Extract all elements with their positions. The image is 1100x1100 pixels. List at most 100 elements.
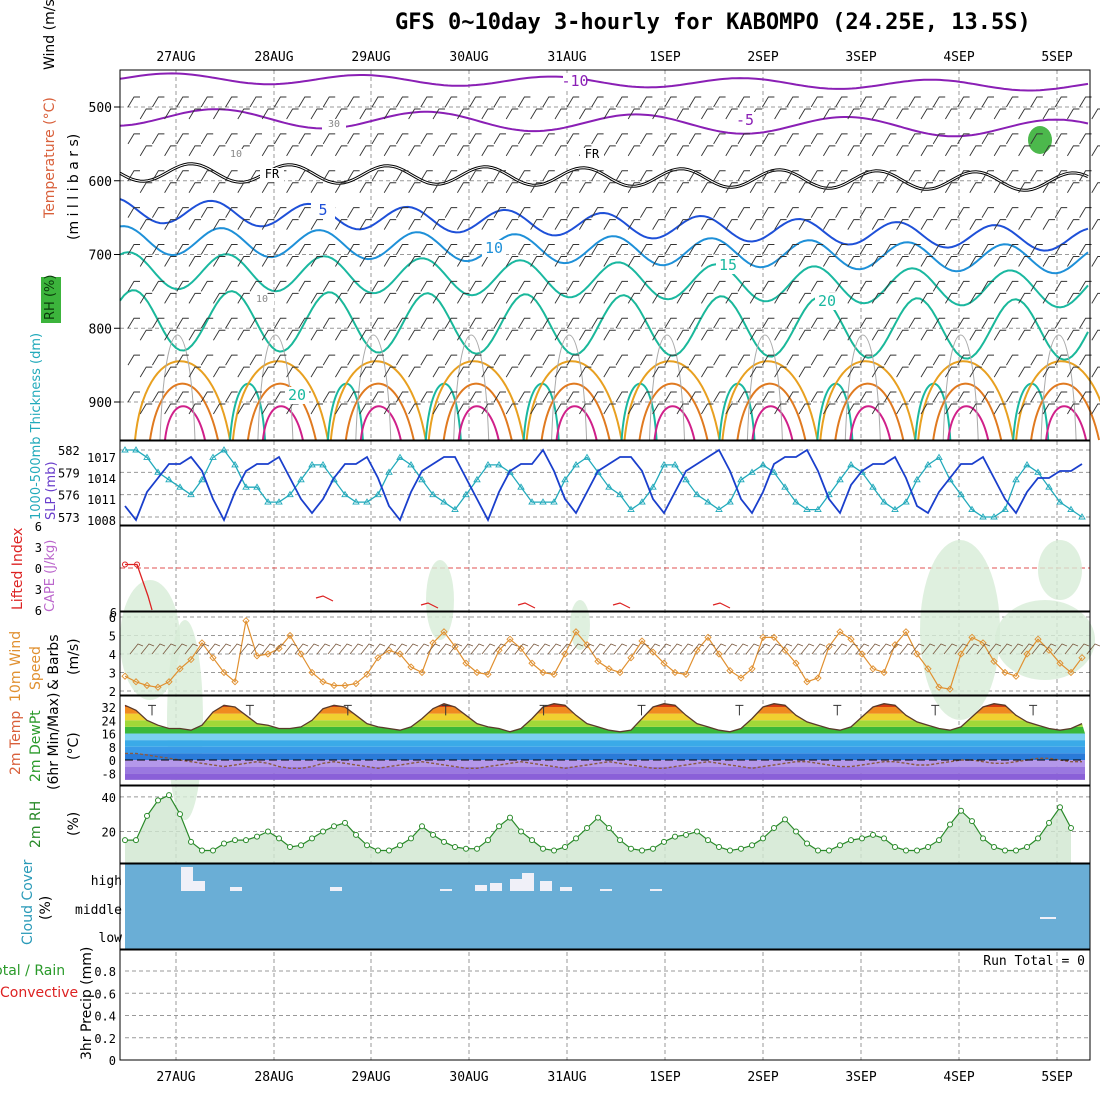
wind-barb <box>347 317 360 329</box>
wind-speed-marker <box>143 681 151 690</box>
rh-marker <box>936 837 942 844</box>
wind-barb-10m <box>228 643 243 655</box>
rh-marker <box>452 844 458 850</box>
wind-barb <box>444 391 458 403</box>
wind-speed-marker <box>176 665 184 673</box>
wind-barb <box>225 244 238 255</box>
wind-barb <box>371 170 384 181</box>
wind-barb <box>932 354 946 366</box>
wind-barb <box>591 391 604 403</box>
rh-marker <box>221 840 227 847</box>
wind-barb <box>627 329 641 341</box>
wind-barb <box>847 329 860 341</box>
max-whisker <box>637 704 646 716</box>
thickness-marker <box>440 498 448 505</box>
contour-label: 15 <box>719 256 737 274</box>
wind-speed-marker <box>341 681 349 690</box>
wind-barb <box>798 366 811 378</box>
wind-barb <box>884 317 897 329</box>
wind-barb <box>1018 108 1031 120</box>
wind-barb <box>835 317 848 329</box>
wind-barb <box>444 133 458 145</box>
wind-barb <box>371 133 384 145</box>
wind-barb <box>188 403 201 415</box>
panel-frame-wind <box>119 611 1091 696</box>
bottom-date-label: 4SEP <box>943 1070 974 1085</box>
wind-barb <box>871 329 885 341</box>
contour-label: -5 <box>736 111 754 129</box>
wind-barb <box>1091 182 1100 193</box>
thickness-marker <box>748 468 756 475</box>
wind-speed-line <box>124 620 1083 690</box>
wind-barb <box>847 256 860 267</box>
wind-barb <box>420 354 433 366</box>
wind-barb <box>1091 145 1100 157</box>
precip-total-label: Total / Rain <box>0 963 65 979</box>
wind-barb <box>176 170 189 181</box>
wind-barb <box>1018 366 1031 378</box>
wind-barb <box>420 96 433 108</box>
wind-speed-marker <box>484 670 492 678</box>
wind-barb <box>383 145 397 157</box>
rh-contour <box>1040 334 1077 441</box>
wind-barb <box>664 170 677 181</box>
rh-marker <box>551 847 557 854</box>
thickness-marker <box>1034 468 1042 475</box>
wind-barb <box>945 182 958 193</box>
wind-speed-marker <box>297 650 305 658</box>
wind-barb <box>579 108 592 120</box>
wind-speed-marker <box>1078 654 1086 662</box>
wind-barb-10m <box>415 643 430 655</box>
wind-barb <box>457 108 470 120</box>
isotherm-10 <box>119 225 1089 275</box>
thickness-tick-label: 582 <box>58 444 80 458</box>
wind-barb <box>1006 317 1019 329</box>
wind-barb <box>322 354 336 366</box>
rh-high-shading <box>1028 126 1052 154</box>
wind-speed-marker <box>121 672 129 680</box>
temp-warm-band <box>125 713 1085 721</box>
rh-marker <box>1068 825 1074 831</box>
wind-barb <box>896 145 909 157</box>
wind-barb <box>749 366 763 378</box>
panel-frame-slp <box>119 440 1091 526</box>
wind-speed-marker <box>165 678 173 686</box>
wind-barb <box>408 108 421 120</box>
wind-barb <box>310 292 323 304</box>
wind-barb <box>871 108 885 120</box>
wind-barb <box>749 403 763 415</box>
wind-barb <box>786 207 799 218</box>
wind-barb <box>762 391 775 403</box>
wind-barb <box>603 403 616 415</box>
wind-barb <box>1018 329 1031 341</box>
contour-label: 5 <box>318 201 327 219</box>
wind-axis-label: & Barbs <box>46 635 62 691</box>
rh-marker <box>507 814 513 821</box>
wind-barb <box>420 133 433 145</box>
wind-label-rot: (m/s) <box>66 638 82 675</box>
contour-label-bg <box>716 257 740 274</box>
wind-barb-10m <box>712 643 727 655</box>
wind-barb <box>481 292 494 304</box>
wind-speed-marker <box>275 644 283 653</box>
wind-barb <box>810 96 824 108</box>
wind-barb <box>701 145 714 157</box>
wind-barb <box>261 366 275 378</box>
wind-barb <box>298 170 311 181</box>
wind-barb <box>359 366 372 378</box>
max-whisker <box>833 704 842 716</box>
wind-barb <box>237 403 250 415</box>
wind-barb <box>640 391 653 403</box>
rh-marker <box>1002 847 1008 854</box>
thickness-marker <box>1056 498 1064 505</box>
wind-barb <box>469 244 482 255</box>
rh-marker <box>804 840 810 847</box>
isotherm-35 <box>261 405 304 441</box>
panel-frame-temp <box>119 695 1091 786</box>
wind-speed-marker <box>132 678 140 686</box>
wind-barb <box>762 207 775 218</box>
wind-barb <box>481 145 494 157</box>
cloud-unit-label: (%) <box>38 896 54 920</box>
wind-barb <box>823 182 836 193</box>
wind-barb <box>957 280 970 292</box>
